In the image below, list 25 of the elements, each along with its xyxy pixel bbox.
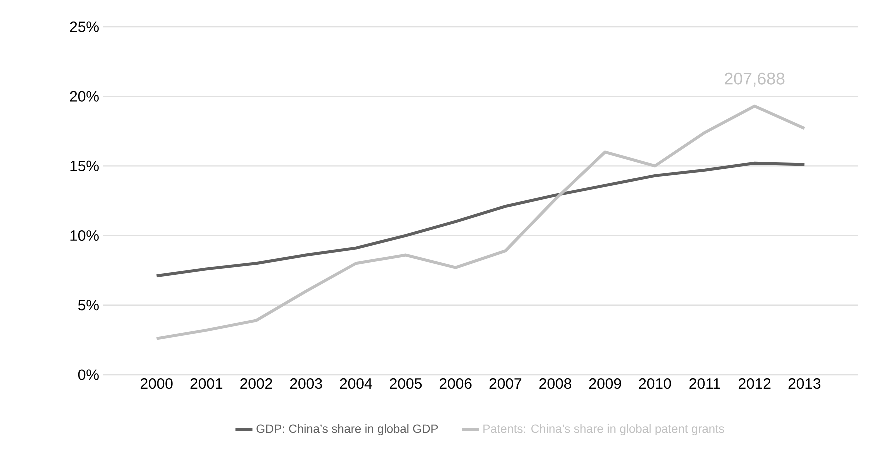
x-tick-label: 2007 [490,378,522,390]
y-tick-label: 5% [78,300,99,311]
x-tick-label: 2011 [690,378,720,390]
x-tick-label: 2005 [390,378,422,390]
annotation: 207,688 [725,72,785,87]
legend-label: Patents: China’s share in global patent grants [484,424,724,436]
y-tick-label: 10% [70,230,99,242]
line-series [155,162,806,278]
x-tick-label: 2013 [788,378,821,390]
x-tick-label: 2001 [190,378,223,390]
x-tick-label: 2012 [738,378,771,390]
y-tick-label: 25% [70,22,99,32]
line-series [155,104,806,340]
y-tick-label: 0% [78,370,99,380]
x-tick-label: 2008 [540,378,572,390]
x-tick-label: 2003 [290,378,322,390]
legend-label: GDP: China’s share in global GDP [256,424,438,436]
y-tick-label: 20% [70,91,99,102]
y-tick-label: 15% [70,160,99,172]
x-tick-label: 2006 [440,378,472,390]
x-tick-label: 2004 [340,378,372,390]
x-tick-label: 2002 [240,378,272,390]
x-tick-label: 2009 [589,378,622,390]
x-tick-label: 2010 [639,378,672,390]
x-tick-label: 2000 [140,378,173,390]
